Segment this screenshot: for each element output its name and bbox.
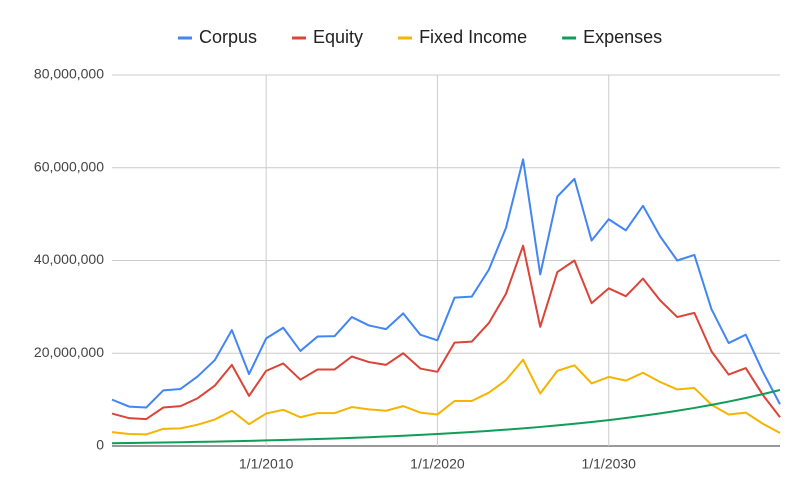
line-series (111, 244, 781, 421)
x-tick-label: 1/1/2030 (581, 456, 636, 472)
legend-label: Fixed Income (419, 27, 527, 47)
line-series (111, 389, 781, 445)
x-tick-label: 1/1/2020 (410, 456, 465, 472)
y-tick-label: 60,000,000 (34, 158, 104, 174)
y-tick-label: 80,000,000 (34, 66, 104, 82)
x-tick-label: 1/1/2010 (239, 456, 294, 472)
legend-label: Corpus (199, 27, 257, 47)
legend: Corpus Equity Fixed Income Expenses (178, 27, 662, 47)
y-tick-label: 0 (96, 437, 104, 453)
line-series (111, 158, 781, 409)
y-tick-label: 40,000,000 (34, 251, 104, 267)
legend-label: Expenses (583, 27, 662, 47)
legend-label: Equity (313, 27, 363, 47)
line-series (111, 358, 781, 436)
y-tick-label: 20,000,000 (34, 344, 104, 360)
